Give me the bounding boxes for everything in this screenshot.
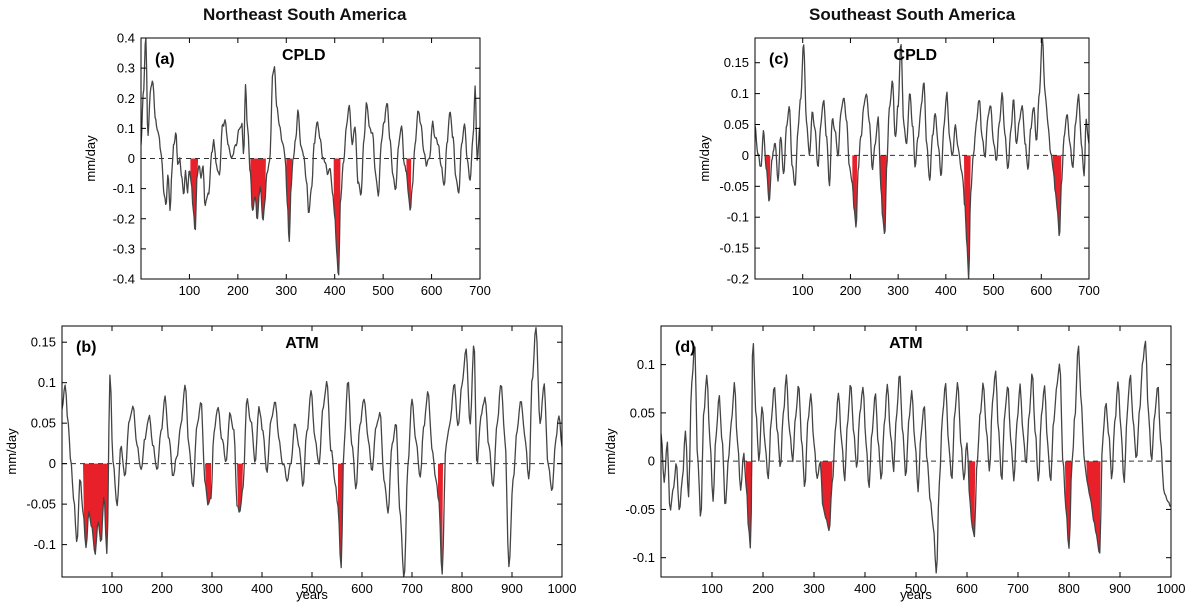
panel-d-ylabel: mm/day <box>603 428 618 475</box>
panel-b-series-line <box>62 327 562 577</box>
panel-c-ytick-label: -0.15 <box>719 241 749 256</box>
panel-d-xtick-label: 700 <box>1007 581 1029 596</box>
panel-a-ytick-label: 0.1 <box>117 121 135 136</box>
panel-a-drought-fill-5 <box>406 158 412 210</box>
panel-a-xtick-label: 100 <box>179 283 201 298</box>
panel-d-title: ATM <box>889 335 922 352</box>
panel-c-xtick-label: 500 <box>983 283 1005 298</box>
panel-d-ytick-label: 0 <box>648 454 655 469</box>
panel-c-ytick-label: 0.15 <box>724 55 749 70</box>
panel-c-ytick-label: -0.2 <box>727 272 749 287</box>
panel-a-ytick-label: 0.4 <box>117 31 135 46</box>
panel-a-drought-fill-1 <box>190 158 199 230</box>
panel-b-xtick-label: 800 <box>451 581 473 596</box>
panel-d-ytick-label: 0.1 <box>637 357 655 372</box>
panel-a-panel-letter: (a) <box>155 51 175 68</box>
panel-c-panel-letter: (c) <box>769 51 789 68</box>
column-title-southeast: Southeast South America <box>809 5 1016 24</box>
panel-a-ytick-label: -0.3 <box>113 241 135 256</box>
column-title-northeast: Northeast South America <box>203 5 407 24</box>
panel-d-xlabel: years <box>900 587 932 602</box>
panel-d-xtick-label: 200 <box>752 581 774 596</box>
panel-a-xtick-label: 300 <box>275 283 297 298</box>
panel-b-ytick-label: 0.1 <box>38 375 56 390</box>
panel-d-xtick-label: 1000 <box>1157 581 1186 596</box>
panel-c-xtick-label: 200 <box>840 283 862 298</box>
panel-b-drought-fill-5 <box>438 463 443 574</box>
panel-b-drought-fill-3 <box>237 463 243 513</box>
panel-c-xtick-label: 600 <box>1030 283 1052 298</box>
panel-d-xtick-label: 900 <box>1109 581 1131 596</box>
panel-b-xtick-label: 1000 <box>548 581 577 596</box>
panel-a-xtick-label: 500 <box>372 283 394 298</box>
panel-b-xtick-label: 400 <box>251 581 273 596</box>
panel-d-panel-letter: (d) <box>675 339 695 356</box>
panel-d-ytick-label: -0.1 <box>633 550 655 565</box>
panel-b-ytick-label: -0.1 <box>34 537 56 552</box>
panel-b-ytick-label: 0 <box>49 456 56 471</box>
panel-b-ytick-label: 0.15 <box>31 335 56 350</box>
panel-a-ytick-label: -0.1 <box>113 181 135 196</box>
panel-b-xtick-label: 500 <box>301 581 323 596</box>
panel-d-ytick-label: -0.05 <box>625 502 655 517</box>
panel-d-xtick-label: 800 <box>1058 581 1080 596</box>
panel-a-series-line <box>141 38 480 276</box>
panel-a-ytick-label: -0.2 <box>113 211 135 226</box>
panel-d-series-line <box>661 340 1171 574</box>
panel-d-xtick-label: 600 <box>956 581 978 596</box>
panel-a-xtick-label: 700 <box>469 283 491 298</box>
panel-b-panel-letter: (b) <box>76 339 96 356</box>
panel-c-axes-frame <box>754 37 1090 280</box>
panel-c-series-line <box>755 38 1089 279</box>
panel-b-ytick-label: -0.05 <box>26 497 56 512</box>
panel-d-ytick-label: 0.05 <box>630 405 655 420</box>
panel-d-drought-fill-3 <box>969 461 976 537</box>
panel-c-xtick-label: 400 <box>935 283 957 298</box>
panel-a-ylabel: mm/day <box>83 135 98 182</box>
panel-b-title: ATM <box>285 335 318 352</box>
panel-d-xtick-label: 400 <box>854 581 876 596</box>
panel-c-ytick-label: -0.05 <box>719 179 749 194</box>
panel-b-xtick-label: 300 <box>201 581 223 596</box>
panel-d-drought-fill-5 <box>1086 461 1101 553</box>
panel-d-drought-fill-2 <box>821 461 833 531</box>
panel-c-drought-fill-2 <box>852 155 858 227</box>
panel-a-xtick-label: 600 <box>421 283 443 298</box>
panel-c-ytick-label: 0 <box>742 148 749 163</box>
panel-d-xtick-label: 500 <box>905 581 927 596</box>
panel-c-ytick-label: 0.1 <box>731 86 749 101</box>
panel-c-xtick-label: 700 <box>1078 283 1100 298</box>
panel-c-ytick-label: -0.1 <box>727 210 749 225</box>
panel-b-ylabel: mm/day <box>4 428 19 475</box>
panel-d-xtick-label: 100 <box>701 581 723 596</box>
panel-b-ytick-label: 0.05 <box>31 416 56 431</box>
panel-c-drought-fill-5 <box>1052 155 1062 236</box>
panel-d-xtick-label: 300 <box>803 581 825 596</box>
panel-b-xtick-label: 200 <box>151 581 173 596</box>
panel-c-xtick-label: 100 <box>792 283 814 298</box>
panel-b-xtick-label: 100 <box>101 581 123 596</box>
panel-a-xtick-label: 400 <box>324 283 346 298</box>
panel-b-axes-frame <box>61 325 563 578</box>
panel-a-title: CPLD <box>282 47 326 64</box>
panel-a-drought-fill-3 <box>286 158 293 242</box>
panel-c-xtick-label: 300 <box>887 283 909 298</box>
panel-a-ytick-label: 0.3 <box>117 61 135 76</box>
panel-c-title: CPLD <box>894 47 938 64</box>
panel-b-xlabel: years <box>296 587 328 602</box>
panel-b-xtick-label: 600 <box>351 581 373 596</box>
panel-c-ytick-label: 0.05 <box>724 117 749 132</box>
panel-a-ytick-label: 0.2 <box>117 91 135 106</box>
panel-b-xtick-label: 900 <box>501 581 523 596</box>
panel-a-xtick-label: 200 <box>227 283 249 298</box>
panel-a-ytick-label: 0 <box>128 151 135 166</box>
panel-b-drought-fill-2 <box>205 463 211 505</box>
panel-c-ylabel: mm/day <box>697 135 712 182</box>
panel-b-xtick-label: 700 <box>401 581 423 596</box>
panel-a-ytick-label: -0.4 <box>113 272 135 287</box>
panel-d-drought-fill-4 <box>1064 461 1073 549</box>
